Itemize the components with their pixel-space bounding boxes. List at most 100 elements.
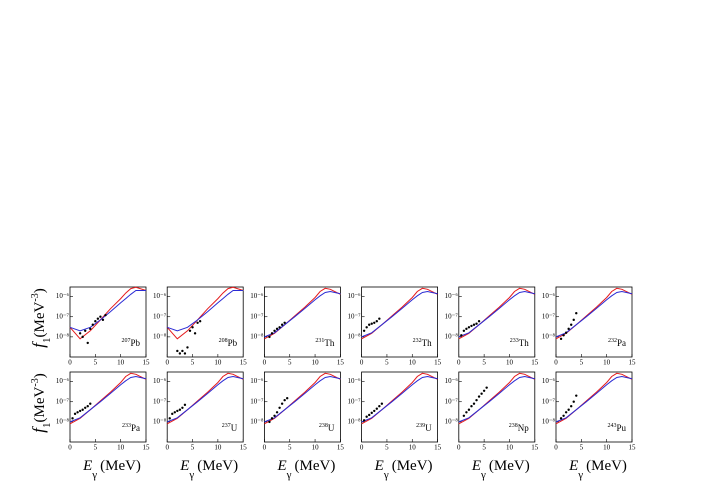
element: Pa	[131, 423, 140, 433]
y-tick-label: 10⁻⁸	[250, 417, 264, 425]
nucleus-label: 208Pb	[219, 338, 238, 348]
x-tick-label: 5	[482, 359, 486, 367]
data-point	[71, 417, 74, 420]
y-tick-label: 10⁻⁸	[347, 332, 361, 340]
element: U	[425, 423, 432, 433]
data-point	[104, 313, 107, 317]
model-curve	[167, 290, 244, 332]
mass-number: 207	[121, 338, 130, 344]
plot-frame	[458, 286, 536, 358]
data-point	[176, 349, 179, 353]
data-point	[76, 411, 79, 414]
x-label-unit: (MeV)	[489, 458, 530, 474]
data-point	[191, 326, 194, 329]
data-point	[373, 321, 376, 324]
x-tick-label: 0	[360, 359, 364, 367]
x-axis-label: Eγ(MeV)	[82, 458, 141, 481]
data-point	[273, 414, 276, 418]
x-tick-label: 10	[214, 444, 222, 452]
mass-number: 237	[222, 423, 231, 429]
model-curve	[264, 290, 341, 338]
x-tick-label: 0	[68, 444, 72, 452]
mass-number: 243	[607, 423, 616, 429]
y-tick-label: 10⁻⁸	[250, 332, 264, 340]
data-point	[564, 331, 568, 334]
x-label-unit: (MeV)	[197, 458, 238, 474]
model-curve	[555, 290, 633, 338]
x-tick-label: 15	[337, 444, 345, 452]
data-point	[570, 405, 573, 408]
data-point	[567, 408, 570, 411]
y-tick-label: 10⁻⁶	[542, 377, 556, 385]
x-tick-label: 15	[240, 444, 248, 452]
data-point	[186, 346, 189, 349]
x-tick-label: 5	[94, 359, 98, 367]
x-tick-label: 0	[68, 359, 72, 367]
x-tick-label: 10	[506, 444, 514, 452]
y-tick-label: 10⁻⁸	[153, 417, 167, 425]
plot-frame	[555, 286, 633, 358]
data-point	[465, 411, 468, 414]
mass-number: 232	[413, 338, 422, 344]
data-point	[183, 403, 187, 407]
data-point	[270, 332, 274, 335]
nucleus-label: 243Pu	[607, 423, 626, 433]
x-tick-label: 10	[506, 359, 514, 367]
data-point	[86, 341, 89, 345]
plot-frame	[166, 371, 244, 443]
mass-number: 239	[416, 423, 425, 429]
element: Pb	[228, 338, 238, 348]
data-point	[275, 327, 279, 331]
x-tick-label: 5	[385, 359, 389, 367]
element: Pb	[130, 338, 140, 348]
data-point	[482, 389, 486, 392]
x-tick-label: 15	[434, 444, 442, 452]
data-point	[89, 327, 92, 331]
y-axis-label: f1(MeV-3)	[29, 373, 53, 432]
x-label-unit: (MeV)	[586, 458, 627, 474]
x-tick-label: 15	[240, 359, 248, 367]
data-point	[280, 402, 284, 405]
data-point	[268, 420, 271, 424]
model-curve	[167, 375, 244, 423]
element: U	[328, 423, 335, 433]
data-point	[370, 322, 373, 325]
data-point	[475, 398, 478, 402]
y-label-main: f	[29, 341, 48, 348]
nucleus-label: 231Th	[315, 338, 334, 348]
mass-number: 232	[608, 338, 617, 344]
y-tick-label: 10⁻⁸	[542, 332, 556, 340]
y-tick-label: 10⁻⁷	[250, 397, 264, 405]
x-tick-label: 5	[288, 359, 292, 367]
data-point	[101, 318, 105, 322]
x-tick-label: 15	[143, 444, 151, 452]
x-tick-label: 10	[214, 359, 222, 367]
data-point	[278, 406, 281, 409]
y-tick-label: 10⁻⁶	[56, 292, 70, 300]
data-point	[178, 352, 182, 355]
model-curve	[69, 286, 147, 340]
data-point	[380, 402, 384, 405]
data-point	[567, 327, 570, 331]
x-tick-label: 10	[312, 359, 320, 367]
y-tick-label: 10⁻⁷	[347, 397, 361, 405]
x-tick-label: 5	[580, 359, 584, 367]
x-tick-label: 10	[117, 444, 125, 452]
model-curve	[361, 290, 438, 338]
data-point	[570, 323, 573, 326]
data-point	[485, 386, 488, 389]
element: U	[231, 423, 238, 433]
nucleus-label: 239U	[416, 423, 432, 433]
data-point	[188, 329, 192, 333]
x-label-main: E	[179, 458, 189, 474]
model-curve	[69, 290, 146, 332]
x-tick-label: 10	[409, 359, 417, 367]
data-point	[477, 395, 481, 398]
x-label-main: E	[82, 458, 92, 474]
x-axis-label: Eγ(MeV)	[374, 458, 433, 481]
y-tick-label: 10⁻⁷	[542, 397, 556, 405]
y-tick-label: 10⁻⁶	[56, 377, 70, 385]
y-tick-label: 10⁻⁷	[445, 397, 459, 405]
x-tick-label: 0	[554, 444, 558, 452]
y-tick-label: 10⁻⁶	[153, 292, 167, 300]
